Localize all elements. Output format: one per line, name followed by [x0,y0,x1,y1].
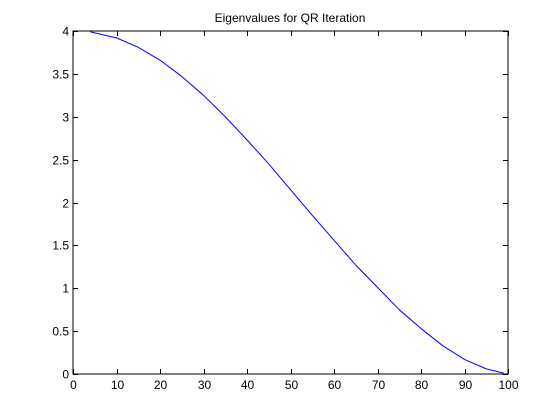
y-tick-label: 4 [62,25,69,39]
x-tick-label: 70 [372,378,386,392]
x-tick-label: 20 [154,378,168,392]
y-tick-label: 3 [62,111,69,125]
x-tick-label: 60 [328,378,342,392]
x-tick-label: 10 [111,378,125,392]
chart-title: Eigenvalues for QR Iteration [215,11,366,25]
x-tick-label: 50 [285,378,299,392]
x-tick-label: 90 [459,378,473,392]
axes-box [72,30,509,375]
y-tick-label: 0 [62,368,69,382]
x-tick-label: 30 [198,378,212,392]
y-tick-label: 1.5 [52,239,69,253]
y-tick-label: 0.5 [52,325,69,339]
x-tick-label: 40 [241,378,255,392]
y-tick-label: 3.5 [52,68,69,82]
y-tick-label: 2.5 [52,154,69,168]
series-line [90,31,504,374]
y-tick-label: 2 [62,197,69,211]
x-tick-label: 0 [70,378,77,392]
plot-area: 0 10 20 30 40 50 60 70 80 90 100 0 0.5 1 1.5 2 2.5 3 3.5 4 [52,25,519,393]
x-tick-label: 100 [498,378,518,392]
x-tick-label: 80 [415,378,429,392]
y-tick-label: 1 [62,282,69,296]
